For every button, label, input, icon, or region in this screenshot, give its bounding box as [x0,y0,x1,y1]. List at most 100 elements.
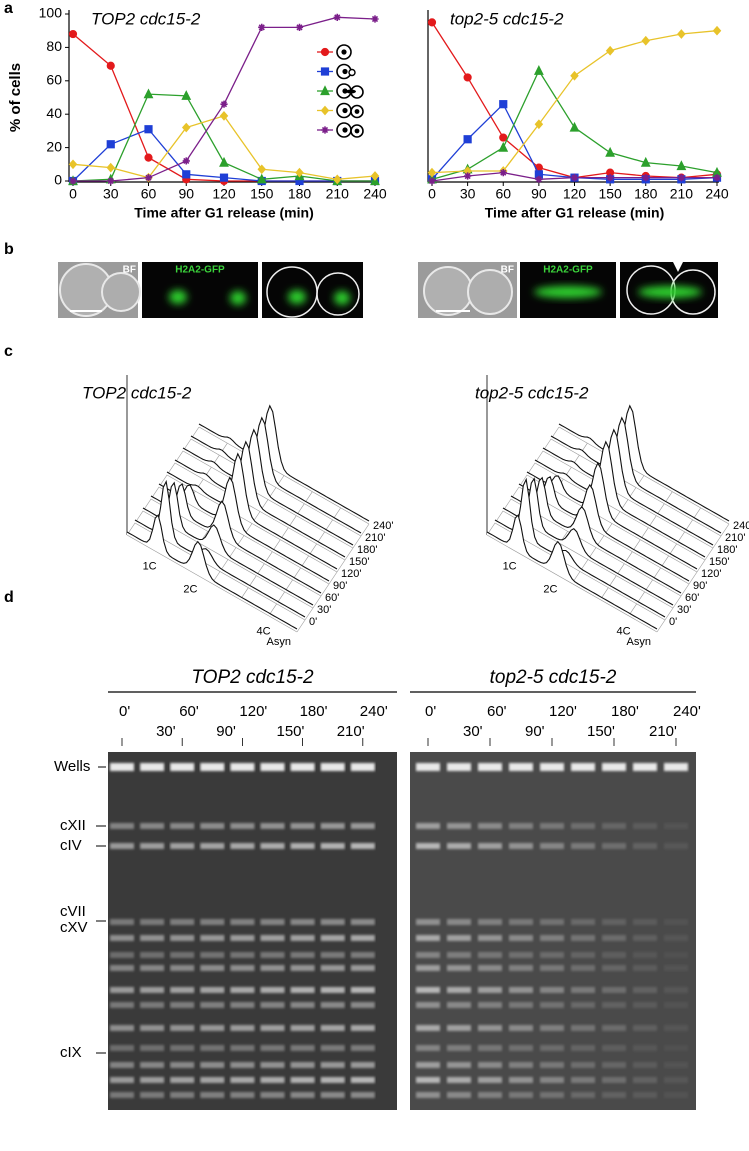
profile-fill [535,441,705,560]
grid-line [600,491,673,600]
point [257,164,267,175]
gel-band [633,965,657,971]
gel-band [664,919,688,925]
gel-band [540,1092,564,1098]
point [427,167,437,178]
point [68,29,78,39]
point [69,177,77,185]
x-tick-label: 0 [428,186,436,202]
x-tick-label: 240 [363,186,387,202]
baseline [198,426,370,525]
image-label: BF [501,265,514,276]
grid-line [628,507,701,616]
gel-band [230,1025,255,1031]
gel-band [230,987,255,993]
gel-band [509,1092,533,1098]
gel-band [350,1025,375,1031]
nucleus [169,290,187,304]
gel-band [230,952,255,958]
gel-band [478,952,502,958]
band-label: Wells [54,758,90,775]
gel-band [602,763,626,771]
gel-band [110,1062,134,1068]
gel-band [260,919,285,925]
gel-band [200,763,225,771]
profile-fill [167,453,337,572]
gel-band [416,1077,440,1083]
gel-band [260,843,285,849]
gel-band [170,763,195,771]
gel-band [290,952,315,958]
gel-band [664,1077,688,1083]
profile-trace [534,440,706,558]
panel-label: a [4,0,13,17]
gel-band [416,935,440,941]
gel-band [602,823,626,829]
gel-band [447,1062,471,1068]
lane-label: 210' [649,723,677,740]
profile-trace [558,404,730,522]
legend-marker [320,47,330,57]
profile-trace [486,514,658,630]
chart-title: TOP2 cdc15-2 [91,9,201,28]
gel-band [350,987,375,993]
gel-band [447,1077,471,1083]
lane-label: 60' [487,703,507,720]
gel-band [230,763,255,771]
lane-label: 120' [549,703,577,720]
point [464,172,472,180]
gel-band [170,987,195,993]
legend-marker [320,67,330,76]
gel-band [540,1045,564,1051]
nucleus-icon [341,49,347,55]
gel-band [140,1077,165,1083]
gel-band [447,1002,471,1008]
gel-band [260,823,285,829]
gel-band [290,763,315,771]
nucleus-icon [346,89,356,94]
gel-band [260,1002,285,1008]
gel-band [320,935,345,941]
sample-label: 90' [693,580,707,592]
gel-band [260,935,285,941]
gel-band [602,919,626,925]
gel-band [602,952,626,958]
gel-band [320,1092,345,1098]
legend-icon [336,63,356,80]
profile-trace [542,428,714,546]
gel-band [571,843,595,849]
profile-title: TOP2 cdc15-2 [82,383,192,402]
nucleus-icon [342,107,348,114]
gel-band [260,1092,285,1098]
gel-band [170,935,195,941]
gel-band [110,1002,134,1008]
gel-band [509,823,533,829]
gel-band [571,1025,595,1031]
gel-band [633,1077,657,1083]
point [333,13,341,21]
point [370,171,380,181]
lane-label: 30' [156,723,176,740]
series-line [431,103,718,180]
gel-band [170,952,195,958]
legend-marker [321,126,329,134]
gel-band [571,1062,595,1068]
gel-band [664,965,688,971]
gel-band [110,1077,134,1083]
gel-band [290,843,315,849]
gel-band [633,843,657,849]
gel-band [260,763,285,771]
point [106,61,115,70]
point [463,135,472,144]
gfp-image [142,262,258,318]
sample-label: 0' [309,616,317,628]
gel-band [260,1045,285,1051]
gel-band [447,1045,471,1051]
merge-image [262,262,363,318]
gel-band [170,843,195,849]
gel-band [478,1002,502,1008]
gel-band [140,987,165,993]
micrograph-right: BF H2A2-GFP [418,262,718,318]
gel-band [140,1002,165,1008]
point [107,177,115,185]
